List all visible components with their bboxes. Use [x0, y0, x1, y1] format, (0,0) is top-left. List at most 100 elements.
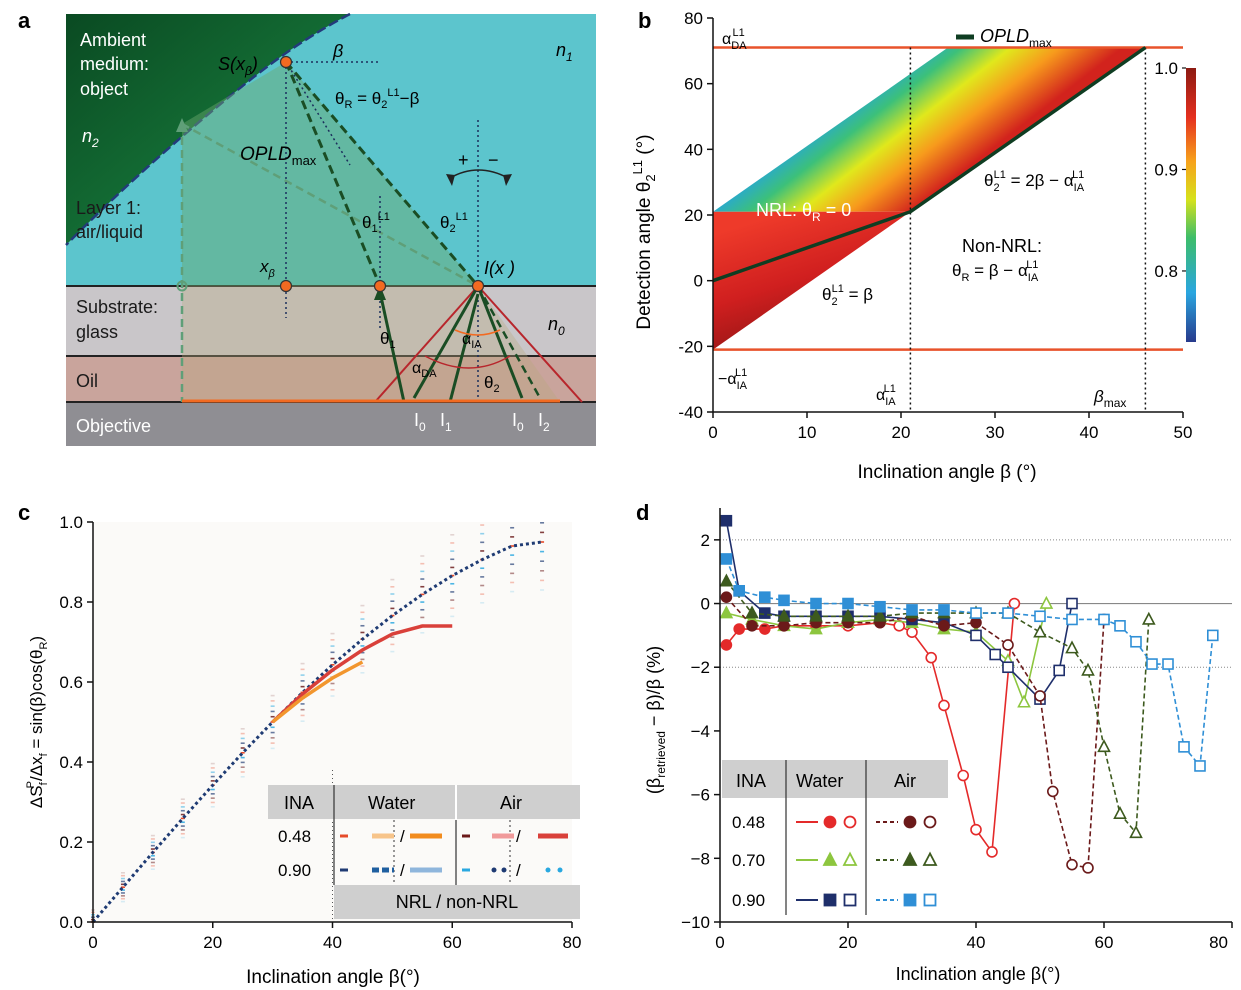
alpha-ia-label: αIA — [462, 331, 482, 351]
opld-lower-region — [182, 286, 560, 402]
d-marker-circle — [720, 591, 733, 603]
i1-label: I1 — [440, 410, 452, 434]
legend-water: Water — [368, 793, 415, 813]
d-marker-circle — [938, 699, 950, 712]
d-marker-square — [1034, 610, 1046, 623]
substrate-region — [66, 286, 596, 356]
d-marker-circle — [970, 616, 982, 629]
d-marker-circle — [1002, 639, 1014, 651]
d-marker-circle — [1066, 858, 1078, 871]
colorbar-tick-label: 1.0 — [1154, 59, 1178, 78]
d-legend-water: Water — [796, 771, 843, 791]
opld-triangle — [182, 62, 478, 286]
d-marker-square — [874, 600, 886, 613]
b-y-tick-label: 80 — [684, 9, 703, 28]
d-marker-square — [810, 597, 822, 610]
panel-c-letter: c — [18, 500, 30, 525]
d-marker-triangle — [809, 608, 823, 622]
n0-label: n0 — [548, 314, 565, 338]
nonnrl-line2: θR = β − αIAL1 — [952, 259, 1039, 284]
d-marker-triangle — [1081, 662, 1095, 676]
d-legend-row3: 0.90 — [732, 891, 765, 910]
b-x-tick-label: 30 — [986, 423, 1005, 442]
legend-row1: 0.48 — [278, 827, 311, 846]
panel-c-legend: INA Water Air 0.48 0.90 / / / / NRL / no… — [268, 785, 580, 919]
red-ray-right — [477, 285, 583, 403]
legend-slash-2: / — [516, 827, 521, 846]
d-marker-square — [1146, 658, 1158, 670]
panel-d-xlabel: Inclination angle β(°) — [896, 964, 1061, 984]
ray-solid-3 — [476, 285, 524, 399]
b-y-tick-label: -40 — [678, 403, 703, 422]
opld-dashed-ray — [181, 122, 479, 288]
opld-legend-label: OPLDmax — [980, 26, 1052, 50]
eq-bottom-label: θ2L1 = β — [822, 283, 873, 308]
legend-swatch-a090-nonnrl-dot2 — [557, 867, 563, 873]
d-marker-circle — [733, 623, 746, 635]
b-x-tick-label: 50 — [1174, 423, 1193, 442]
legend-header-bg — [268, 785, 580, 819]
legend-slash-4: / — [516, 861, 521, 880]
c-x-tick-label: 40 — [323, 933, 342, 952]
point-x-beta — [279, 279, 293, 293]
c-x-tick-label: 80 — [563, 933, 582, 952]
d-marker-circle — [778, 620, 790, 632]
b-y-tick-label: 0 — [694, 272, 703, 291]
layer1-line1: Layer 1: — [76, 198, 141, 218]
dotted-normal — [285, 61, 351, 166]
alpha-da-label: αDA — [412, 360, 437, 380]
d-legend-row2: 0.70 — [732, 851, 765, 870]
d-marker-circle — [970, 823, 982, 836]
x-beta-label: xβ — [259, 257, 276, 280]
d-marker-triangle — [1097, 739, 1111, 753]
c-curve-0 — [91, 540, 543, 923]
d-marker-triangle — [1017, 694, 1031, 708]
d-marker-square — [778, 594, 790, 607]
d-legend-air: Air — [894, 771, 916, 791]
c-y-tick-label: 0.0 — [59, 913, 83, 932]
legend-footer-bg — [334, 885, 580, 919]
d-marker-triangle — [719, 605, 734, 619]
ray-solid-1 — [378, 291, 406, 403]
d-marker-circle — [720, 639, 733, 651]
upper-color-band — [713, 47, 1146, 212]
legend-footer: NRL / non-NRL — [396, 892, 518, 912]
d-legend-square — [923, 893, 937, 907]
b-y-tick-label: 40 — [684, 140, 703, 159]
b-y-tick-label: 20 — [684, 206, 703, 225]
legend-row2: 0.90 — [278, 861, 311, 880]
colorbar-tick-label: 0.8 — [1154, 262, 1178, 281]
d-marker-square — [733, 584, 746, 597]
b-x-tick-label: 20 — [892, 423, 911, 442]
d-series-line-2 — [725, 520, 1073, 701]
d-marker-square — [1066, 597, 1078, 610]
d-marker-square — [970, 607, 982, 619]
d-marker-square — [1002, 607, 1014, 619]
b-x-tick-label: 10 — [798, 423, 817, 442]
d-y-tick-label: −8 — [691, 849, 710, 868]
d-marker-square — [842, 597, 854, 610]
d-marker-circle — [1082, 862, 1094, 874]
d-legend-circle — [823, 815, 837, 829]
theta1-l1-label: θ1L1 — [362, 211, 390, 235]
s-point-label: S(xβ) — [218, 54, 258, 78]
panel-c-plot: 0 20 40 60 80 0.0 0.2 0.4 0.6 0.8 1.0 — [59, 513, 581, 952]
colorbar-tick-label: 0.9 — [1154, 160, 1178, 179]
d-marker-triangle — [719, 573, 734, 587]
d-marker-triangle — [1033, 624, 1047, 638]
panel-d-legend: INA Water Air 0.48 0.70 0.90 — [722, 760, 948, 915]
d-y-tick-label: −2 — [691, 658, 710, 677]
d-y-tick-label: −4 — [691, 722, 710, 741]
d-marker-square — [1098, 613, 1110, 626]
c-x-tick-label: 20 — [203, 933, 222, 952]
d-marker-circle — [957, 769, 970, 782]
d-marker-triangle — [1141, 611, 1156, 625]
ambient-label: Ambient medium: object — [80, 30, 149, 99]
panel-d-letter: d — [636, 500, 649, 525]
panel-b-plot: 0 10 20 30 40 50 -40 -20 0 20 40 60 80 — [678, 9, 1192, 442]
d-legend-square — [823, 893, 837, 907]
d-marker-square — [989, 648, 1002, 661]
d-marker-square — [1002, 661, 1014, 674]
panel-d-plot: 0 20 40 60 80 −10 −8 −6 −4 −2 0 2 — [681, 508, 1233, 952]
